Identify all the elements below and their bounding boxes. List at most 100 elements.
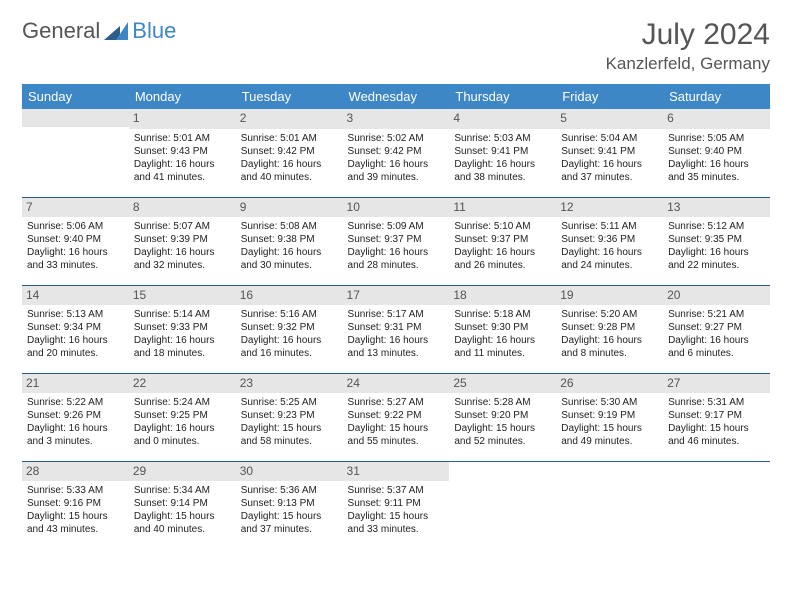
- daylight-text: Daylight: 16 hours and 40 minutes.: [241, 158, 338, 184]
- day-number: 6: [663, 109, 770, 129]
- daylight-text: Daylight: 16 hours and 30 minutes.: [241, 246, 338, 272]
- daylight-text: Daylight: 15 hours and 58 minutes.: [241, 422, 338, 448]
- sunrise-text: Sunrise: 5:11 AM: [561, 220, 658, 233]
- calendar-day-cell: [556, 461, 663, 549]
- calendar-day-cell: 8Sunrise: 5:07 AMSunset: 9:39 PMDaylight…: [129, 197, 236, 285]
- sunset-text: Sunset: 9:16 PM: [27, 497, 124, 510]
- sunrise-text: Sunrise: 5:12 AM: [668, 220, 765, 233]
- daylight-text: Daylight: 16 hours and 18 minutes.: [134, 334, 231, 360]
- page-header: General Blue July 2024 Kanzlerfeld, Germ…: [22, 18, 770, 74]
- daylight-text: Daylight: 15 hours and 37 minutes.: [241, 510, 338, 536]
- sunrise-text: Sunrise: 5:22 AM: [27, 396, 124, 409]
- daylight-text: Daylight: 16 hours and 3 minutes.: [27, 422, 124, 448]
- day-number: 13: [663, 198, 770, 218]
- day-number: 20: [663, 286, 770, 306]
- daylight-text: Daylight: 15 hours and 49 minutes.: [561, 422, 658, 448]
- sunset-text: Sunset: 9:36 PM: [561, 233, 658, 246]
- sunset-text: Sunset: 9:34 PM: [27, 321, 124, 334]
- calendar-day-cell: 24Sunrise: 5:27 AMSunset: 9:22 PMDayligh…: [343, 373, 450, 461]
- sunrise-text: Sunrise: 5:17 AM: [348, 308, 445, 321]
- sunrise-text: Sunrise: 5:30 AM: [561, 396, 658, 409]
- daylight-text: Daylight: 16 hours and 24 minutes.: [561, 246, 658, 272]
- sunset-text: Sunset: 9:20 PM: [454, 409, 551, 422]
- sunset-text: Sunset: 9:28 PM: [561, 321, 658, 334]
- empty-day-bar: [22, 109, 129, 127]
- calendar-day-cell: 20Sunrise: 5:21 AMSunset: 9:27 PMDayligh…: [663, 285, 770, 373]
- calendar-week-row: 21Sunrise: 5:22 AMSunset: 9:26 PMDayligh…: [22, 373, 770, 461]
- calendar-week-row: 14Sunrise: 5:13 AMSunset: 9:34 PMDayligh…: [22, 285, 770, 373]
- daylight-text: Daylight: 16 hours and 35 minutes.: [668, 158, 765, 184]
- daylight-text: Daylight: 16 hours and 28 minutes.: [348, 246, 445, 272]
- calendar-day-cell: 7Sunrise: 5:06 AMSunset: 9:40 PMDaylight…: [22, 197, 129, 285]
- sunrise-text: Sunrise: 5:07 AM: [134, 220, 231, 233]
- day-number: 9: [236, 198, 343, 218]
- sunset-text: Sunset: 9:25 PM: [134, 409, 231, 422]
- calendar-day-cell: 21Sunrise: 5:22 AMSunset: 9:26 PMDayligh…: [22, 373, 129, 461]
- day-number: 2: [236, 109, 343, 129]
- calendar-day-cell: 1Sunrise: 5:01 AMSunset: 9:43 PMDaylight…: [129, 109, 236, 197]
- calendar-week-row: 1Sunrise: 5:01 AMSunset: 9:43 PMDaylight…: [22, 109, 770, 197]
- sunrise-text: Sunrise: 5:36 AM: [241, 484, 338, 497]
- sunset-text: Sunset: 9:27 PM: [668, 321, 765, 334]
- sunrise-text: Sunrise: 5:08 AM: [241, 220, 338, 233]
- weekday-header: Thursday: [449, 84, 556, 109]
- sunrise-text: Sunrise: 5:21 AM: [668, 308, 765, 321]
- day-number: 26: [556, 374, 663, 394]
- sunrise-text: Sunrise: 5:16 AM: [241, 308, 338, 321]
- sunrise-text: Sunrise: 5:25 AM: [241, 396, 338, 409]
- daylight-text: Daylight: 15 hours and 55 minutes.: [348, 422, 445, 448]
- calendar-day-cell: 6Sunrise: 5:05 AMSunset: 9:40 PMDaylight…: [663, 109, 770, 197]
- daylight-text: Daylight: 16 hours and 11 minutes.: [454, 334, 551, 360]
- calendar-day-cell: 30Sunrise: 5:36 AMSunset: 9:13 PMDayligh…: [236, 461, 343, 549]
- day-number: 22: [129, 374, 236, 394]
- calendar-day-cell: 18Sunrise: 5:18 AMSunset: 9:30 PMDayligh…: [449, 285, 556, 373]
- day-number: 24: [343, 374, 450, 394]
- calendar-day-cell: 25Sunrise: 5:28 AMSunset: 9:20 PMDayligh…: [449, 373, 556, 461]
- day-number: 4: [449, 109, 556, 129]
- day-number: 19: [556, 286, 663, 306]
- day-number: 5: [556, 109, 663, 129]
- daylight-text: Daylight: 16 hours and 22 minutes.: [668, 246, 765, 272]
- daylight-text: Daylight: 15 hours and 52 minutes.: [454, 422, 551, 448]
- day-number: 27: [663, 374, 770, 394]
- day-number: 7: [22, 198, 129, 218]
- sunset-text: Sunset: 9:40 PM: [27, 233, 124, 246]
- day-number: 1: [129, 109, 236, 129]
- calendar-day-cell: 17Sunrise: 5:17 AMSunset: 9:31 PMDayligh…: [343, 285, 450, 373]
- sunrise-text: Sunrise: 5:27 AM: [348, 396, 445, 409]
- calendar-day-cell: 10Sunrise: 5:09 AMSunset: 9:37 PMDayligh…: [343, 197, 450, 285]
- daylight-text: Daylight: 16 hours and 20 minutes.: [27, 334, 124, 360]
- sunset-text: Sunset: 9:37 PM: [348, 233, 445, 246]
- sunrise-text: Sunrise: 5:14 AM: [134, 308, 231, 321]
- sunset-text: Sunset: 9:23 PM: [241, 409, 338, 422]
- sunset-text: Sunset: 9:13 PM: [241, 497, 338, 510]
- sunset-text: Sunset: 9:26 PM: [27, 409, 124, 422]
- calendar-day-cell: [663, 461, 770, 549]
- sunrise-text: Sunrise: 5:24 AM: [134, 396, 231, 409]
- day-number: 29: [129, 462, 236, 482]
- location-label: Kanzlerfeld, Germany: [606, 54, 770, 74]
- sunrise-text: Sunrise: 5:09 AM: [348, 220, 445, 233]
- sunset-text: Sunset: 9:42 PM: [241, 145, 338, 158]
- sunset-text: Sunset: 9:38 PM: [241, 233, 338, 246]
- brand-logo: General Blue: [22, 18, 176, 44]
- sunset-text: Sunset: 9:30 PM: [454, 321, 551, 334]
- sunrise-text: Sunrise: 5:34 AM: [134, 484, 231, 497]
- calendar-day-cell: 5Sunrise: 5:04 AMSunset: 9:41 PMDaylight…: [556, 109, 663, 197]
- sunrise-text: Sunrise: 5:06 AM: [27, 220, 124, 233]
- daylight-text: Daylight: 16 hours and 32 minutes.: [134, 246, 231, 272]
- calendar-day-cell: 28Sunrise: 5:33 AMSunset: 9:16 PMDayligh…: [22, 461, 129, 549]
- day-number: 3: [343, 109, 450, 129]
- weekday-header: Sunday: [22, 84, 129, 109]
- day-number: 11: [449, 198, 556, 218]
- sunset-text: Sunset: 9:11 PM: [348, 497, 445, 510]
- sunrise-text: Sunrise: 5:04 AM: [561, 132, 658, 145]
- weekday-header: Tuesday: [236, 84, 343, 109]
- calendar-day-cell: 4Sunrise: 5:03 AMSunset: 9:41 PMDaylight…: [449, 109, 556, 197]
- daylight-text: Daylight: 16 hours and 26 minutes.: [454, 246, 551, 272]
- day-number: 31: [343, 462, 450, 482]
- calendar-day-cell: 26Sunrise: 5:30 AMSunset: 9:19 PMDayligh…: [556, 373, 663, 461]
- daylight-text: Daylight: 16 hours and 16 minutes.: [241, 334, 338, 360]
- calendar-day-cell: [22, 109, 129, 197]
- sunset-text: Sunset: 9:41 PM: [561, 145, 658, 158]
